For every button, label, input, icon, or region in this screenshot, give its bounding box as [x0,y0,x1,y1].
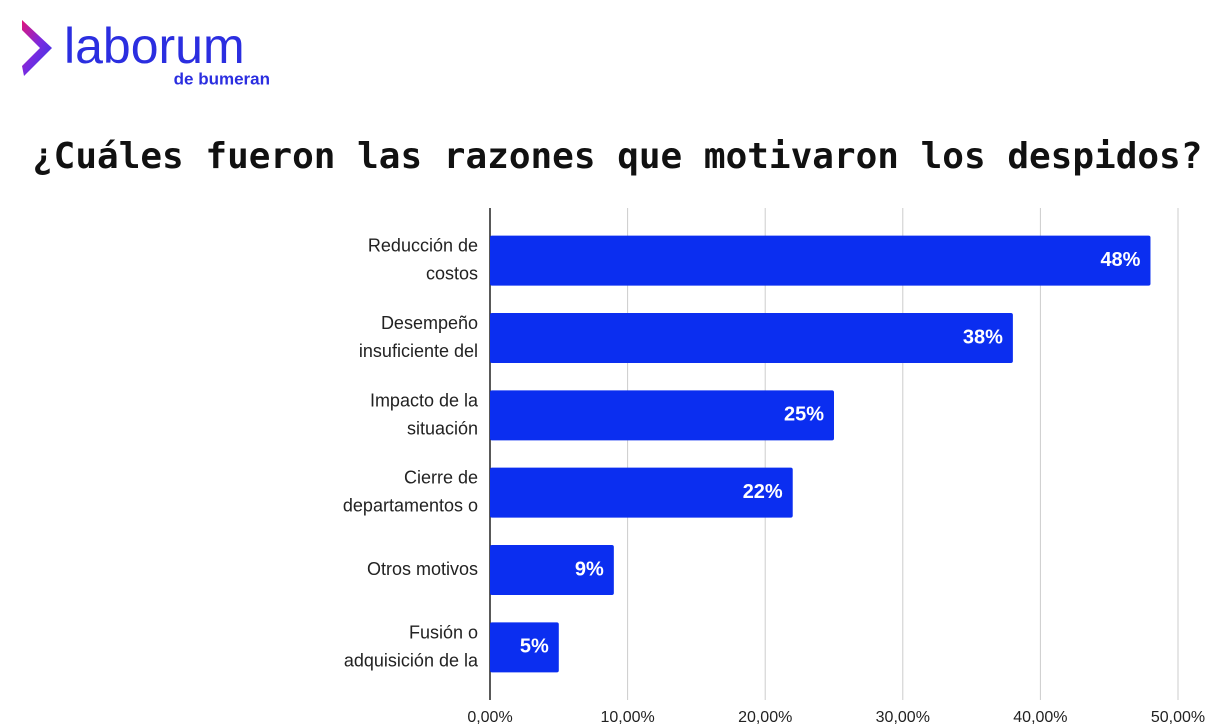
y-tick-label-line: costos [426,263,478,283]
x-tick-label: 30,00% [876,709,930,726]
y-tick-label-line: insuficiente del [359,341,478,361]
bar [490,545,614,595]
value-label: 5% [520,636,549,658]
chart-title: ¿Cuáles fueron las razones que motivaron… [32,136,1202,177]
y-tick-label-line: Desempeño [381,313,478,333]
y-tick-label: Otros motivos [367,559,478,579]
logo-icon [22,20,52,76]
bar [490,622,559,673]
bar [490,313,1013,363]
x-tick-label: 10,00% [600,709,654,726]
bar [490,467,793,518]
logo-tagline: de bumeran [174,69,270,88]
bar [490,390,834,441]
x-tick-label: 40,00% [1013,709,1067,726]
y-tick-label-line: adquisición de la [344,650,479,670]
value-label: 48% [1100,249,1140,271]
x-tick-label: 50,00% [1151,709,1205,726]
value-label: 22% [743,481,783,503]
value-label: 38% [963,326,1003,348]
value-label: 9% [575,558,604,580]
y-tick-label-line: Fusión o [409,622,478,642]
x-tick-label: 0,00% [467,709,512,726]
y-tick-label: Impacto de la situación [370,390,479,438]
y-tick-label: Fusión o adquisición de la [344,622,479,670]
logo-name: laborum [64,18,245,74]
y-tick-label-line: departamentos o [343,495,478,515]
y-tick-label-line: situación [407,418,478,438]
y-tick-label: Desempeño insuficiente del [359,313,478,361]
y-tick-label-line: Otros motivos [367,559,478,579]
value-label: 25% [784,404,824,426]
y-tick-label-line: Impacto de la [370,390,479,410]
x-tick-label: 20,00% [738,709,792,726]
y-tick-label: Cierre de departamentos o [343,467,478,515]
y-tick-label: Reducción de costos [368,235,478,283]
y-tick-label-line: Cierre de [404,467,478,487]
y-tick-label-line: Reducción de [368,235,478,255]
bar [490,235,1151,286]
